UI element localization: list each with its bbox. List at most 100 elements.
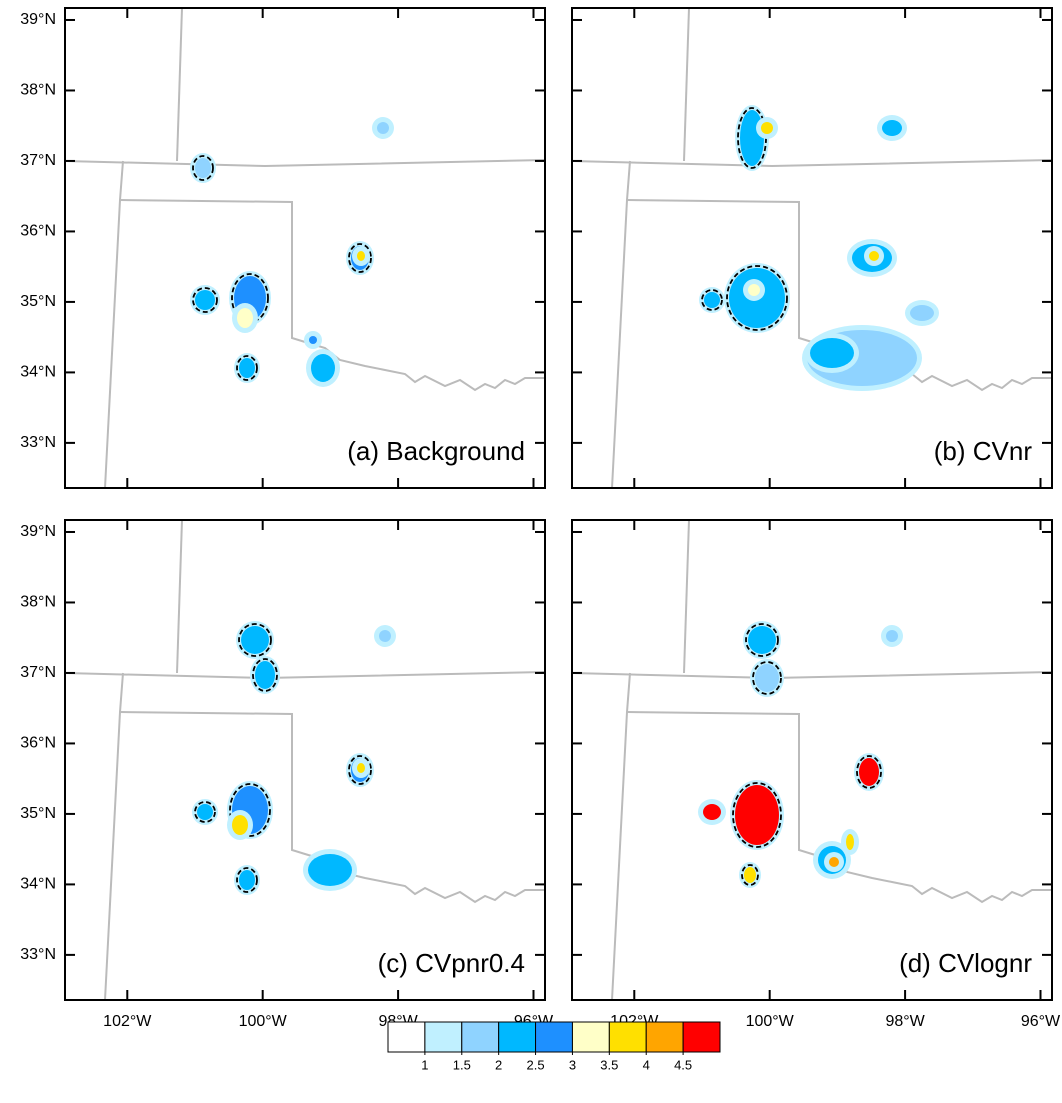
lon-tick-label: 100°W	[746, 1013, 795, 1030]
lon-tick-label: 98°W	[885, 1013, 925, 1030]
field-blob	[232, 815, 248, 835]
state-border	[176, 519, 183, 674]
colorbar-tick-label: 2	[495, 1057, 502, 1072]
field-blob	[195, 158, 211, 178]
contour	[236, 867, 258, 893]
field-blob	[740, 110, 764, 166]
field-blob	[704, 292, 720, 308]
lat-tick-label: 37°N	[20, 152, 56, 169]
field-blob	[744, 867, 756, 883]
map-panel: 33°N 34°N 35°N 36°N 37°N 38°N 39°N (a) Backgrou…	[20, 7, 546, 489]
state-border	[64, 671, 546, 680]
panel-frame	[64, 519, 546, 1001]
lat-tick-label: 35°N	[20, 805, 56, 822]
colorbar-tick-label: 3	[569, 1057, 576, 1072]
contour	[236, 355, 258, 381]
field-blob	[241, 626, 269, 654]
colorbar-tick-label: 1.5	[453, 1057, 471, 1072]
field-blob	[195, 290, 215, 310]
contour	[701, 289, 723, 311]
colorbar-swatch	[387, 1021, 426, 1053]
colorbar-tick-label: 4.5	[674, 1057, 692, 1072]
lat-tick-label: 39°N	[20, 11, 56, 28]
state-border	[119, 711, 545, 904]
field-blob	[255, 661, 275, 689]
field-blob	[357, 763, 365, 773]
lat-tick-label: 36°N	[20, 223, 56, 240]
contour	[726, 265, 788, 331]
field-blob	[761, 122, 773, 134]
colorbar-swatch	[498, 1021, 537, 1053]
field-blob	[379, 630, 391, 642]
map-panel: (b) CVnr	[571, 7, 1053, 489]
state-border	[104, 160, 124, 489]
panel-label: (d) CVlognr	[899, 948, 1032, 978]
contour	[238, 623, 272, 657]
contour	[192, 287, 218, 313]
lat-tick-label: 33°N	[20, 946, 56, 963]
map-panel: 33°N34°N35°N36°N37°N38°N39°N102°W100°W98…	[20, 519, 554, 1030]
panel-label: (b) CVnr	[934, 436, 1033, 466]
colorbar-swatch	[535, 1021, 573, 1053]
contour	[229, 783, 271, 837]
lat-tick-label: 34°N	[20, 364, 56, 381]
state-border	[104, 672, 124, 1001]
panel-frame	[571, 519, 1053, 1001]
field-blob	[239, 870, 255, 890]
lat-tick-label: 33°N	[20, 434, 56, 451]
state-border	[64, 159, 546, 168]
lon-tick-label: 102°W	[103, 1013, 152, 1030]
colorbar-tick-label: 3.5	[600, 1057, 618, 1072]
field-blob	[829, 857, 839, 867]
lat-tick-label: 34°N	[20, 876, 56, 893]
panel-frame	[64, 7, 546, 489]
lon-tick-label: 100°W	[239, 1013, 288, 1030]
state-border	[176, 7, 183, 162]
field-blob	[748, 284, 760, 296]
state-border	[683, 519, 690, 674]
colorbar-swatch	[571, 1021, 610, 1053]
lat-tick-label: 35°N	[20, 293, 56, 310]
lat-tick-label: 38°N	[20, 594, 56, 611]
state-border	[571, 159, 1053, 168]
panel-label: (a) Background	[347, 436, 525, 466]
field-blob	[735, 785, 779, 845]
contour	[856, 755, 882, 789]
contour	[732, 782, 782, 848]
field-blob	[357, 251, 365, 261]
colorbar-swatch	[424, 1021, 463, 1053]
lat-tick-label: 38°N	[20, 82, 56, 99]
colorbar-swatch	[645, 1021, 684, 1053]
contour	[348, 755, 372, 785]
field-blob	[308, 854, 352, 886]
colorbar-swatch	[608, 1021, 647, 1053]
field-blob	[703, 804, 721, 820]
state-border	[571, 671, 1053, 680]
contour	[348, 243, 372, 273]
contour	[194, 801, 216, 823]
contour	[752, 661, 782, 695]
field-blob	[882, 120, 902, 136]
field-blob	[859, 758, 879, 786]
colorbar-tick-label: 1	[421, 1057, 428, 1072]
field-blob	[886, 630, 898, 642]
field-blob	[755, 664, 779, 692]
state-border	[683, 7, 690, 162]
field-blob	[846, 834, 854, 850]
field-blob	[869, 251, 879, 261]
contour	[192, 155, 214, 181]
colorbar-swatch	[682, 1021, 721, 1053]
panel-label: (c) CVpnr0.4	[378, 948, 525, 978]
panel-frame	[571, 7, 1053, 489]
field-blob	[748, 626, 776, 654]
contour	[745, 623, 779, 657]
state-border	[611, 160, 631, 489]
field-blob	[311, 354, 335, 382]
field-blob	[197, 804, 213, 820]
field-blob	[237, 308, 253, 328]
contour	[252, 658, 278, 692]
field-blob	[910, 305, 934, 321]
colorbar-swatch	[461, 1021, 500, 1053]
field-blob	[810, 338, 854, 368]
